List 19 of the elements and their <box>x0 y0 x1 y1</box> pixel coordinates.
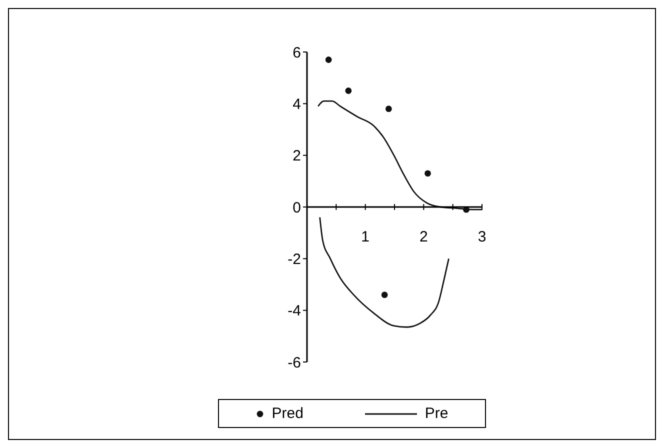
point <box>424 170 431 177</box>
x-tick-label: 2 <box>419 228 428 246</box>
y-tick-label: 2 <box>292 148 301 165</box>
point <box>345 88 352 94</box>
line-series <box>317 100 482 210</box>
y-tick-label: -6 <box>288 354 301 372</box>
legend-label: Pre <box>424 405 448 422</box>
point <box>381 292 388 298</box>
y-tick-label: -2 <box>288 250 301 268</box>
x-tick-label: 3 <box>478 228 486 246</box>
legend-label: Pred <box>272 405 304 422</box>
line-series <box>319 216 450 328</box>
y-tick-label: 0 <box>292 199 301 216</box>
y-tick-label: 6 <box>292 44 301 62</box>
point <box>325 56 332 63</box>
y-tick-label: 4 <box>292 96 301 113</box>
y-tick-label: -4 <box>288 302 301 320</box>
point <box>385 106 392 112</box>
x-tick-label: 1 <box>361 228 370 246</box>
